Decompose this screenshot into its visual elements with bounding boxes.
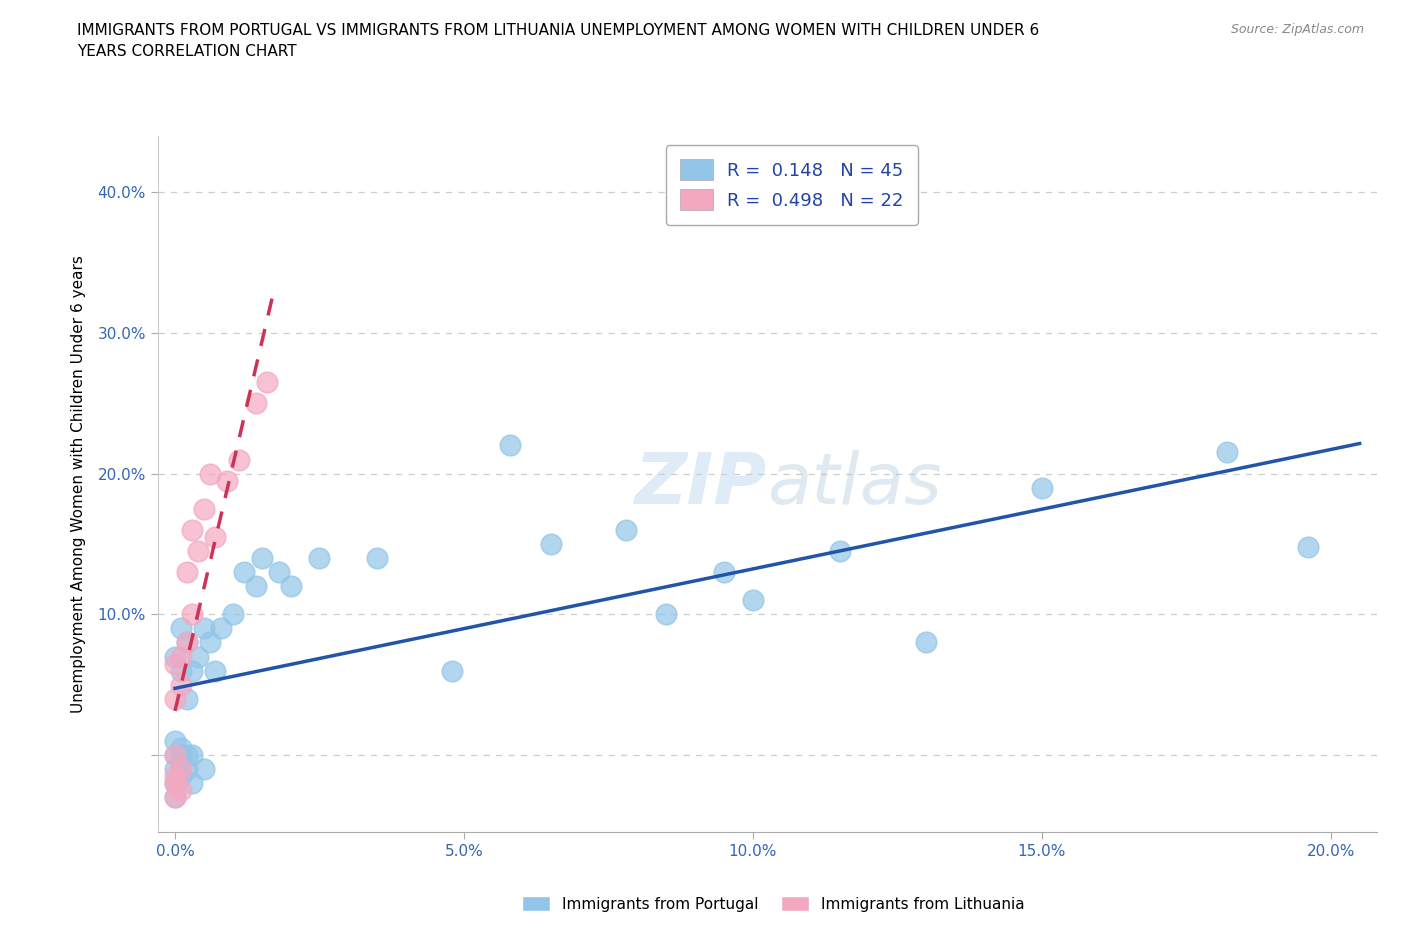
Point xyxy=(176,691,198,706)
Point xyxy=(245,396,267,411)
Point xyxy=(280,578,302,593)
Point xyxy=(163,769,186,784)
Point xyxy=(163,790,186,804)
Point xyxy=(170,740,193,755)
Point xyxy=(1031,480,1053,495)
Point xyxy=(170,621,193,636)
Point xyxy=(308,551,330,565)
Point xyxy=(176,565,198,579)
Point xyxy=(614,523,637,538)
Point xyxy=(163,691,186,706)
Point xyxy=(163,656,186,671)
Point xyxy=(366,551,388,565)
Point xyxy=(204,663,226,678)
Point xyxy=(204,529,226,544)
Point xyxy=(163,776,186,790)
Point xyxy=(713,565,735,579)
Point xyxy=(170,663,193,678)
Point xyxy=(170,783,193,798)
Point xyxy=(181,663,204,678)
Point xyxy=(915,635,938,650)
Point xyxy=(215,473,238,488)
Point xyxy=(741,592,763,607)
Point xyxy=(198,635,221,650)
Point xyxy=(256,375,278,390)
Point xyxy=(1296,539,1319,554)
Point xyxy=(193,621,215,636)
Point xyxy=(540,537,562,551)
Point xyxy=(163,762,186,777)
Point xyxy=(181,523,204,538)
Point xyxy=(181,776,204,790)
Point xyxy=(176,635,198,650)
Point xyxy=(163,649,186,664)
Point xyxy=(170,762,193,777)
Point xyxy=(233,565,256,579)
Point xyxy=(499,438,522,453)
Point xyxy=(198,466,221,481)
Point xyxy=(163,748,186,763)
Point xyxy=(176,635,198,650)
Point xyxy=(163,776,186,790)
Point xyxy=(828,543,851,558)
Legend: Immigrants from Portugal, Immigrants from Lithuania: Immigrants from Portugal, Immigrants fro… xyxy=(516,889,1031,918)
Point xyxy=(441,663,464,678)
Point xyxy=(181,748,204,763)
Point xyxy=(187,543,209,558)
Point xyxy=(163,790,186,804)
Text: IMMIGRANTS FROM PORTUGAL VS IMMIGRANTS FROM LITHUANIA UNEMPLOYMENT AMONG WOMEN W: IMMIGRANTS FROM PORTUGAL VS IMMIGRANTS F… xyxy=(77,23,1039,60)
Text: atlas: atlas xyxy=(768,449,942,519)
Text: Source: ZipAtlas.com: Source: ZipAtlas.com xyxy=(1230,23,1364,36)
Point xyxy=(1215,445,1237,460)
Point xyxy=(170,677,193,692)
Point xyxy=(245,578,267,593)
Point xyxy=(209,621,232,636)
Point xyxy=(193,762,215,777)
Point xyxy=(655,607,678,622)
Point xyxy=(250,551,273,565)
Point xyxy=(187,649,209,664)
Point xyxy=(170,769,193,784)
Point xyxy=(163,734,186,749)
Point xyxy=(163,748,186,763)
Point xyxy=(170,748,193,763)
Point xyxy=(228,452,250,467)
Point xyxy=(170,754,193,769)
Point xyxy=(170,649,193,664)
Point xyxy=(193,501,215,516)
Legend: R =  0.148   N = 45, R =  0.498   N = 22: R = 0.148 N = 45, R = 0.498 N = 22 xyxy=(665,145,918,224)
Point xyxy=(176,748,198,763)
Point xyxy=(181,607,204,622)
Y-axis label: Unemployment Among Women with Children Under 6 years: Unemployment Among Women with Children U… xyxy=(72,255,86,713)
Text: ZIP: ZIP xyxy=(636,449,768,519)
Point xyxy=(267,565,290,579)
Point xyxy=(176,762,198,777)
Point xyxy=(222,607,245,622)
